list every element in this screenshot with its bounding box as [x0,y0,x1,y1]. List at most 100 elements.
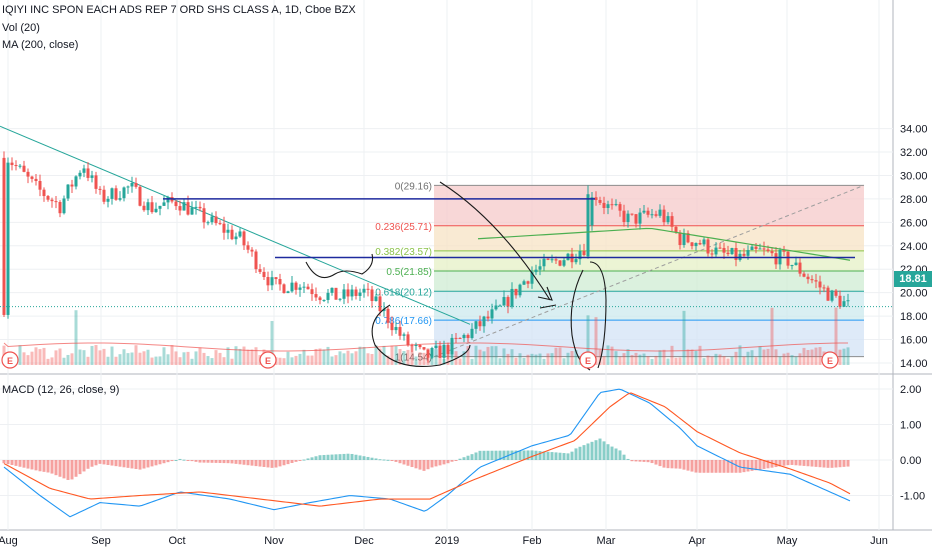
volume-bar [766,348,770,365]
candle-body [262,271,266,278]
volume-bar [254,347,258,365]
candle-body [450,337,454,355]
volume-bar [470,358,474,365]
volume-bar [770,307,774,365]
volume-bar [502,348,506,365]
candle-body [178,206,182,211]
candle-body [706,239,710,254]
candle-body [490,309,494,319]
candle-body [454,337,458,339]
candle-body [190,207,194,215]
macd-histogram-bar [722,460,726,473]
candle-body [582,250,586,255]
volume-legend[interactable]: Vol (20) [2,22,40,34]
candle-body [174,201,178,207]
macd-histogram-bar [682,460,686,470]
candle-body [142,205,146,211]
macd-histogram-bar [30,460,34,470]
volume-bar [682,310,686,365]
volume-bar [38,349,42,365]
macd-histogram-bar [94,460,98,466]
candle-body [546,258,550,260]
volume-bar [606,345,610,365]
volume-bar [638,354,642,365]
macd-histogram-bar [690,460,694,472]
macd-histogram-bar [582,445,586,460]
candle-body [426,349,430,358]
macd-histogram-bar [402,460,406,465]
volume-bar [534,354,538,365]
fib-zone [434,291,864,321]
volume-bar [734,351,738,365]
volume-bar [246,349,250,365]
candle-body [130,182,134,187]
macd-histogram-bar [626,458,630,460]
candle-body [70,184,74,187]
volume-bar [390,345,394,365]
volume-bar [330,356,334,365]
candle-body [62,198,66,214]
candle-body [386,308,390,323]
macd-histogram-bar [650,460,654,464]
macd-histogram-bar [62,460,66,479]
macd-histogram-bar [458,458,462,460]
macd-histogram-bar [466,455,470,460]
candle-body [786,251,790,266]
volume-bar [222,357,226,365]
volume-bar [498,358,502,365]
candle-body [118,198,122,200]
candle-body [534,269,538,273]
macd-histogram-bar [198,460,202,463]
macd-histogram-bar [694,460,698,473]
macd-histogram-bar [210,460,214,463]
volume-bar [238,348,242,365]
macd-legend[interactable]: MACD (12, 26, close, 9) [2,384,120,396]
candle-body [626,213,630,223]
macd-y-tick-label: 1.00 [900,420,921,432]
candle-body [34,178,38,182]
volume-bar [102,348,106,365]
candle-body [654,214,658,216]
macd-histogram-bar [734,460,738,473]
macd-histogram-bar [294,460,298,462]
candle-body [374,296,378,302]
volume-bar [522,357,526,365]
volume-bar [106,356,110,365]
macd-histogram-bar [274,460,278,468]
macd-histogram-bar [426,460,430,470]
y-tick-label: 16.00 [900,335,928,347]
volume-bar [718,354,722,365]
macd-histogram-bar [38,460,42,472]
macd-histogram-bar [686,460,690,471]
volume-bar [722,356,726,365]
volume-bar [654,355,658,365]
volume-bar [526,354,530,365]
macd-histogram-bar [374,458,378,460]
ma-legend[interactable]: MA (200, close) [2,39,79,51]
volume-bar [314,348,318,365]
macd-histogram-bar [442,460,446,465]
macd-histogram-bar [206,460,210,463]
x-tick-label: Feb [523,535,542,547]
macd-histogram-bar [42,460,46,472]
macd-histogram-bar [138,460,142,470]
volume-bar [486,346,490,365]
candle-body [614,204,618,206]
candle-body [210,216,214,223]
macd-histogram-bar [750,460,754,471]
volume-bar [642,353,646,365]
volume-bar [538,353,542,365]
candle-body [686,233,690,243]
candle-body [538,266,542,270]
macd-histogram-bar [498,450,502,460]
macd-histogram-bar [454,460,458,461]
volume-bar [842,348,846,365]
volume-bar [518,353,522,365]
candle-body [382,308,386,312]
candle-body [674,226,678,233]
volume-bar [662,349,666,365]
candle-body [106,198,110,202]
candle-body [702,239,706,245]
symbol-legend[interactable]: IQIYI INC SPON EACH ADS REP 7 ORD SHS CL… [2,4,356,16]
